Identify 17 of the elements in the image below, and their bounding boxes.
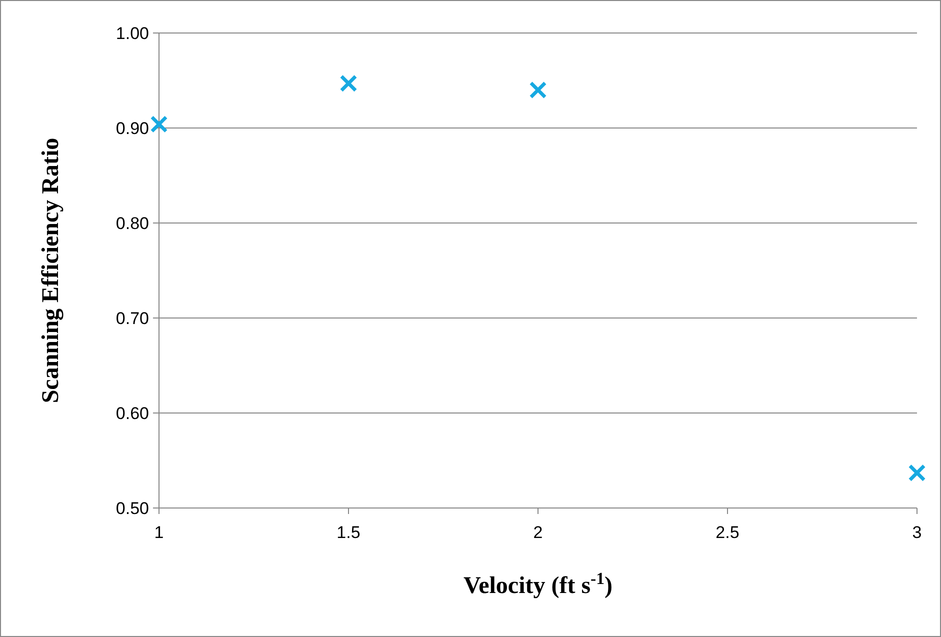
x-axis-title: Velocity (ft s$^{-1}$) — [463, 568, 613, 599]
y-tick-label: 0.60 — [116, 404, 149, 423]
y-tick-label: 0.90 — [116, 118, 149, 138]
y-tick-label: 0.50 — [116, 498, 149, 518]
y-axis-title: Scanning Efficiency Ratio — [38, 138, 64, 404]
point — [529, 81, 547, 99]
x-tick-label: 1.5 — [336, 523, 360, 542]
x-tick-label: 1 — [154, 523, 164, 542]
point — [908, 464, 926, 482]
x-tick-label: 2.5 — [716, 523, 740, 542]
x-tick-label: 3 — [912, 523, 922, 542]
point — [150, 115, 168, 133]
y-tick-label: 1.00 — [116, 24, 149, 43]
point — [340, 74, 358, 92]
y-tick-label: 0.70 — [116, 308, 149, 328]
x-tick-label: 2 — [533, 523, 543, 542]
y-tick-label: 0.80 — [116, 214, 149, 233]
